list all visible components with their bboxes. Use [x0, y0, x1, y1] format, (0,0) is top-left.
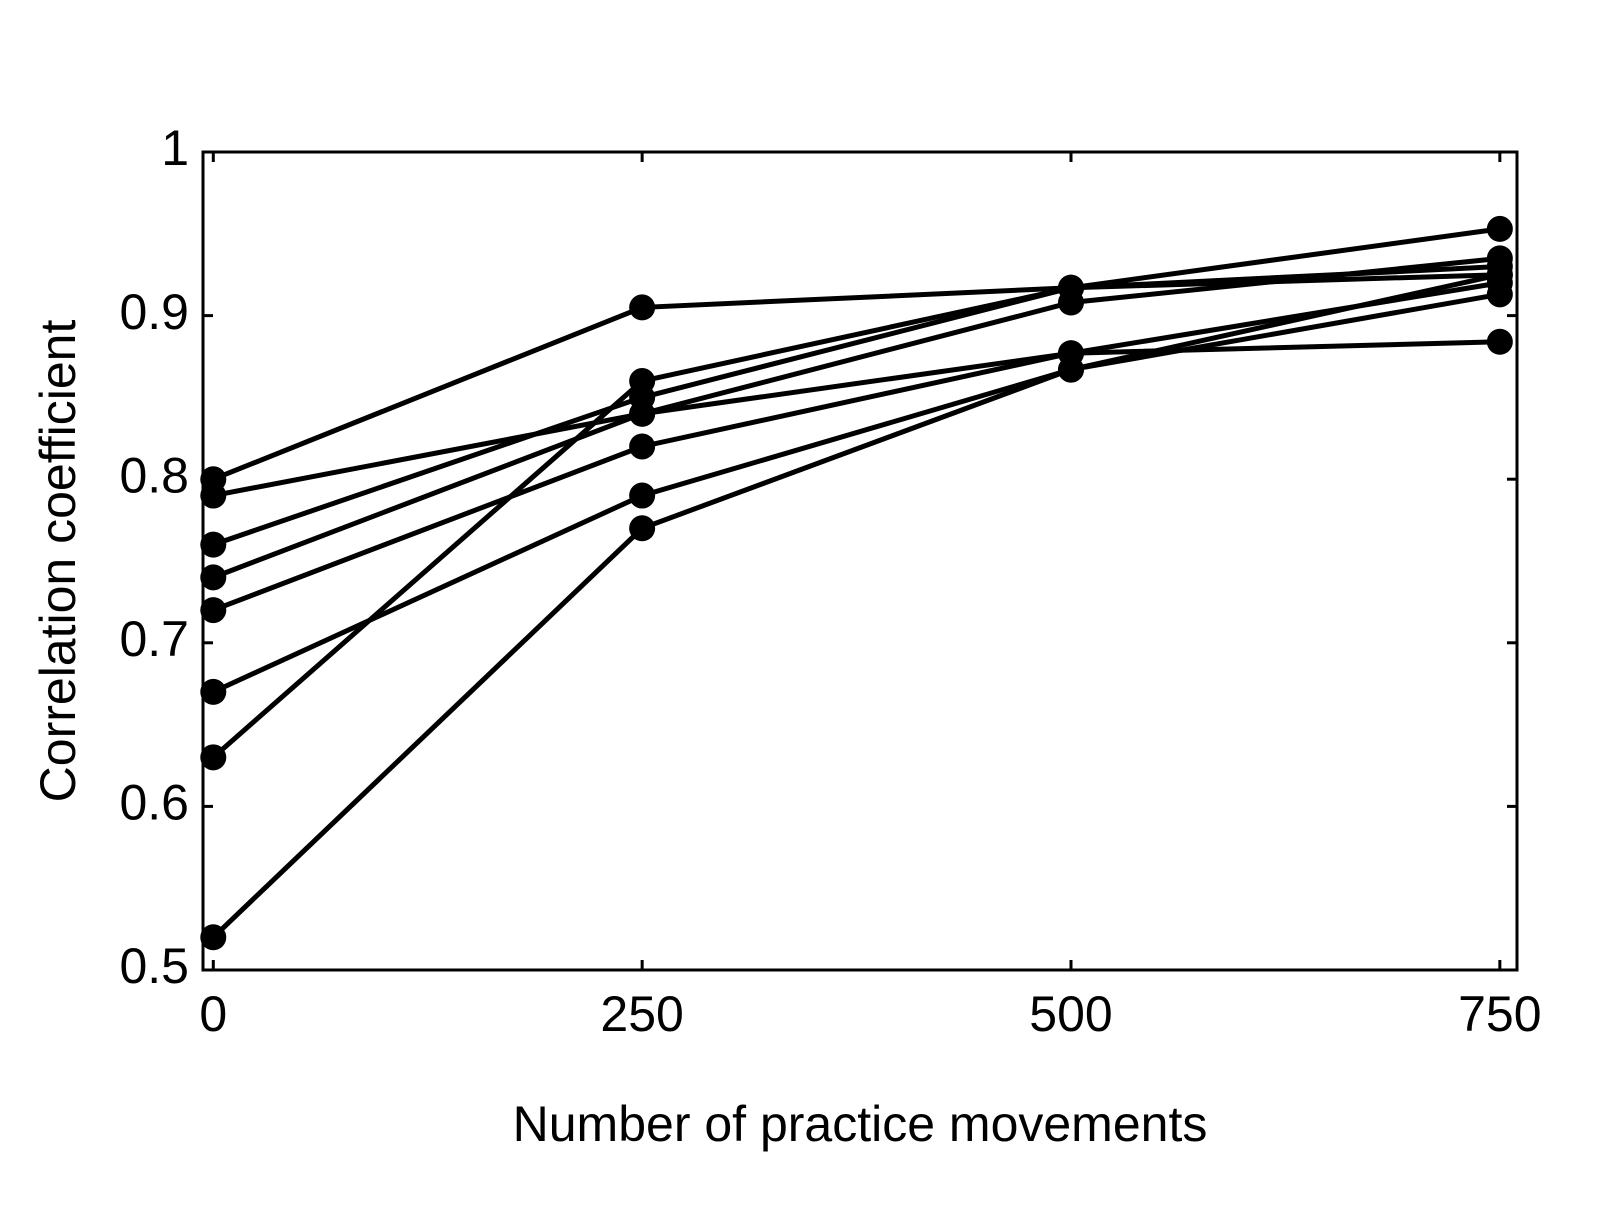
x-tick-label: 0 [199, 986, 227, 1042]
x-tick-label: 500 [1029, 986, 1112, 1042]
data-point [629, 515, 656, 542]
series-line [212, 339, 1500, 499]
data-point [200, 678, 227, 705]
plot-frame [201, 150, 1519, 972]
y-axis-label: Correlation coefficient [30, 320, 86, 803]
series-line [212, 291, 1501, 695]
series-line [211, 272, 1501, 940]
y-tick-label: 1 [161, 120, 189, 176]
data-point [1057, 356, 1084, 383]
x-tick-label: 250 [600, 986, 683, 1042]
y-tick-label: 0.8 [119, 447, 189, 503]
data-point [1486, 215, 1513, 242]
data-point [629, 433, 656, 460]
series-line [211, 264, 1500, 760]
data-point [1057, 274, 1084, 301]
y-tick-label: 0.6 [119, 775, 189, 831]
data-point [200, 482, 227, 509]
data-point [1486, 328, 1513, 355]
data-point [200, 924, 227, 951]
series-line [212, 255, 1501, 580]
x-tick-label: 750 [1458, 986, 1541, 1042]
data-point [629, 368, 656, 395]
x-axis-label: Number of practice movements [513, 1096, 1208, 1152]
data-point [1486, 261, 1513, 288]
series-line [212, 226, 1501, 548]
data-point [629, 400, 656, 427]
data-point [200, 744, 227, 771]
y-tick-label: 0.9 [119, 284, 189, 340]
data-point [629, 482, 656, 509]
series-line [212, 280, 1501, 613]
data-point [200, 531, 227, 558]
data-point [1486, 281, 1513, 308]
data-point [200, 597, 227, 624]
data-point [200, 564, 227, 591]
y-tick-label: 0.7 [119, 611, 189, 667]
data-point [629, 294, 656, 321]
y-tick-label: 0.5 [119, 938, 189, 994]
